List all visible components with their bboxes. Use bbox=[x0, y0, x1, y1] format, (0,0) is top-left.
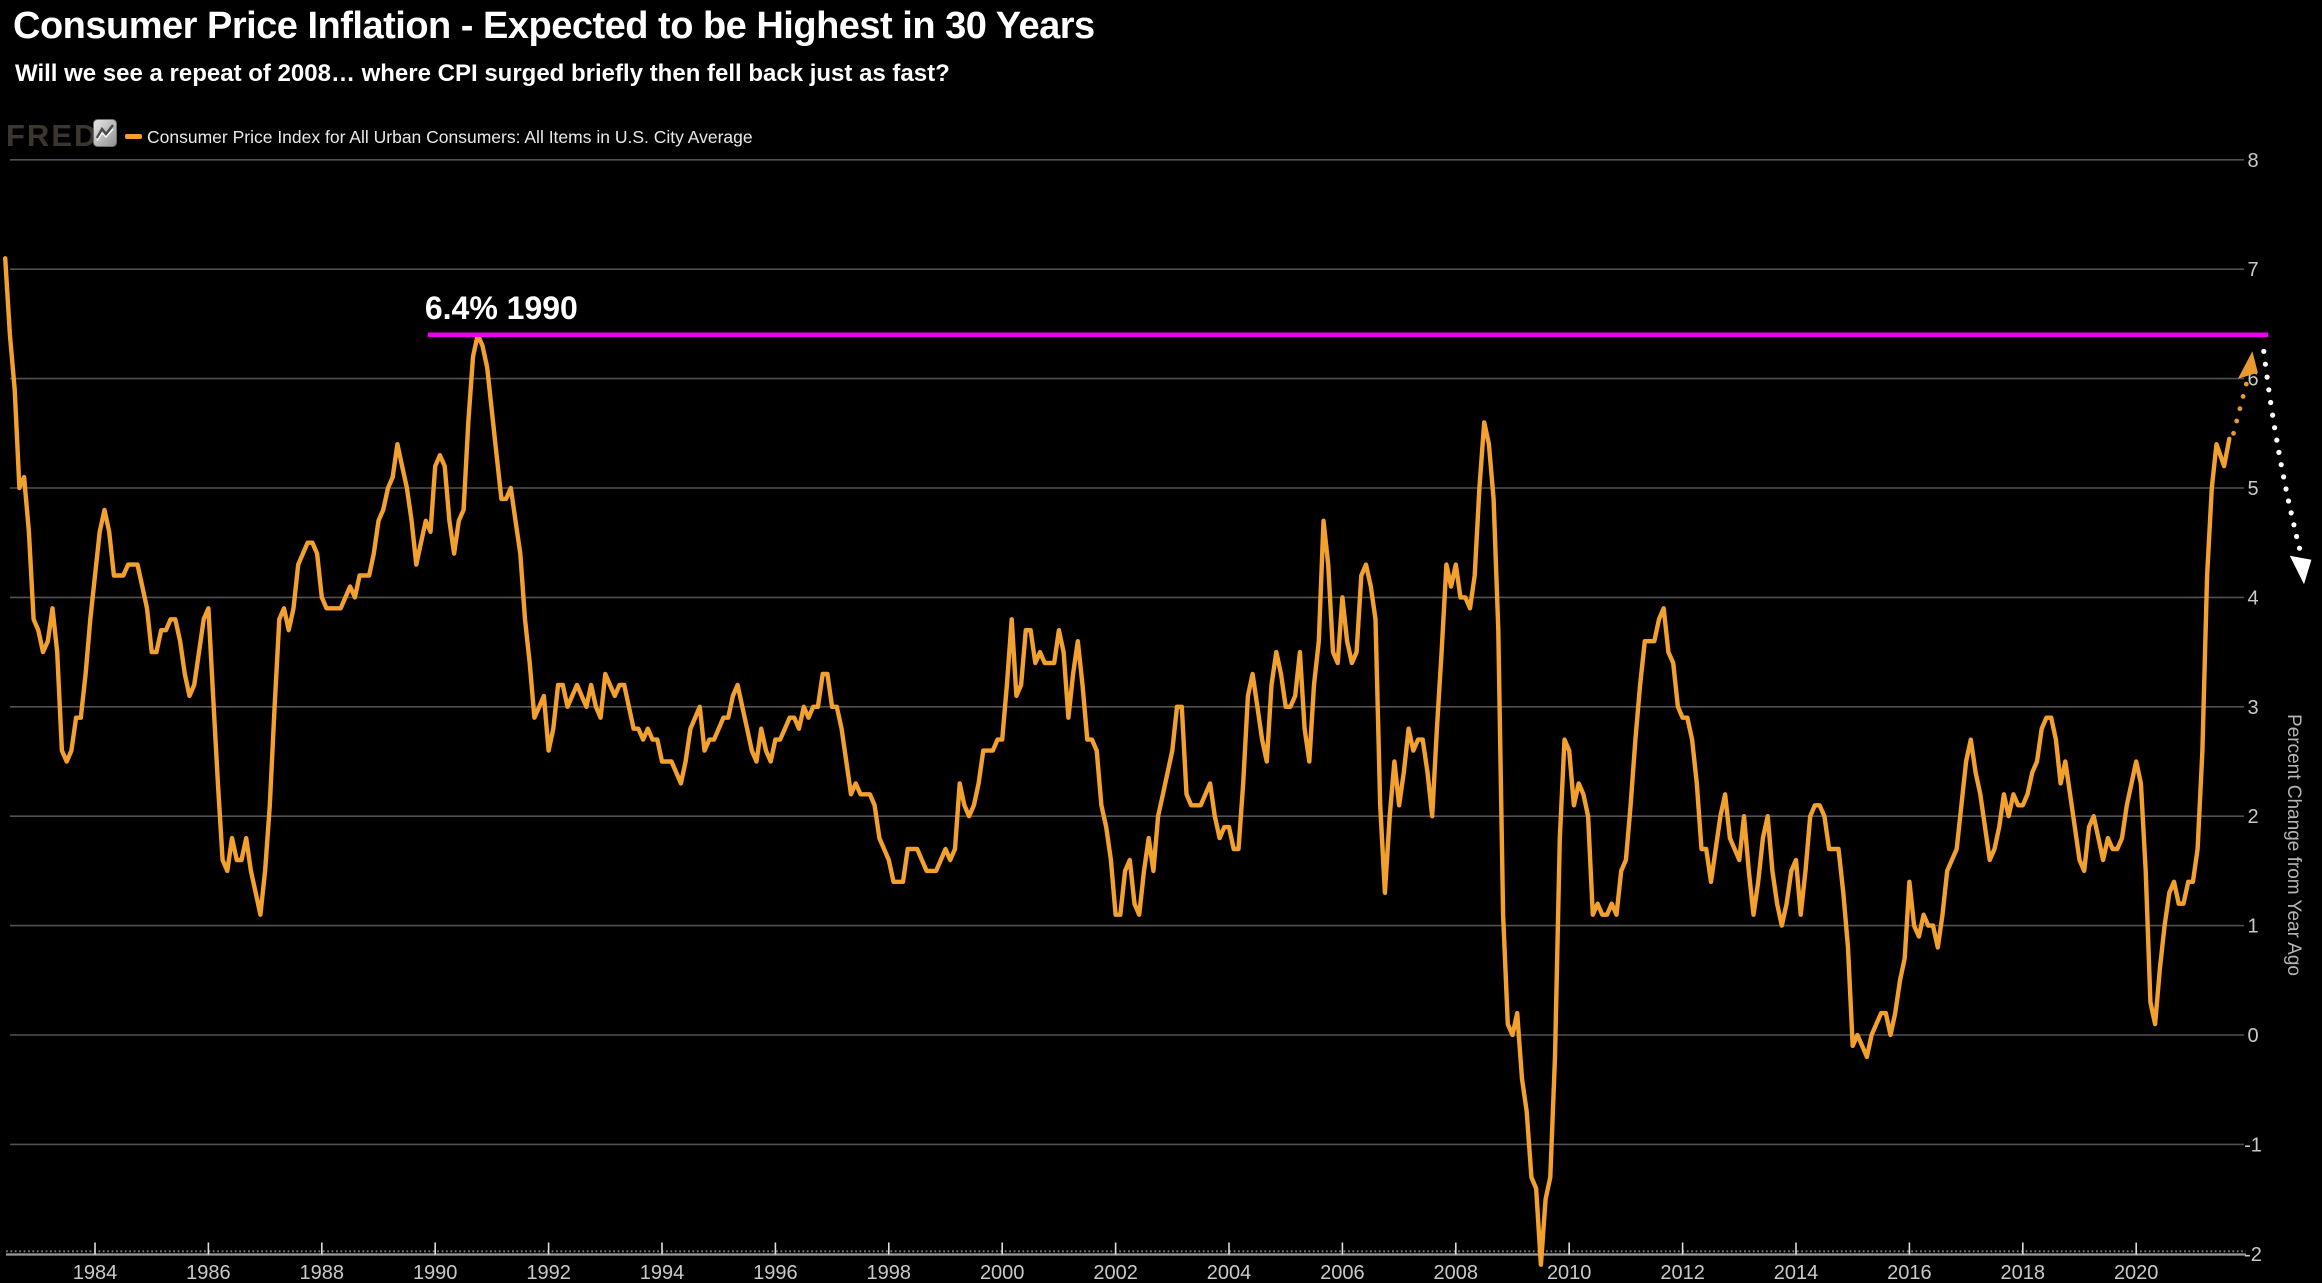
x-axis-labels: 1984 1986 1988 1990 1992 1994 1996 1998 2000 2002… bbox=[73, 1262, 2159, 1283]
x-tick-label: 2008 bbox=[1434, 1262, 1479, 1283]
y-tick-label: 8 bbox=[2247, 150, 2258, 172]
white-arrow-dot bbox=[2266, 387, 2272, 393]
cpi-line-path[interactable] bbox=[3, 256, 2232, 1267]
white-arrow-dot bbox=[2262, 361, 2268, 367]
gridlines bbox=[10, 159, 2244, 1146]
x-tick-label: 1988 bbox=[300, 1262, 345, 1283]
page-title: Consumer Price Inflation - Expected to b… bbox=[13, 5, 1095, 47]
white-arrow-dot bbox=[2291, 522, 2297, 528]
x-tick-label: 1998 bbox=[867, 1262, 912, 1283]
y-tick-label: 3 bbox=[2247, 697, 2258, 719]
y-axis-labels: 8 7 6 5 4 3 2 1 0 -1 -2 bbox=[2244, 150, 2262, 1266]
legend-series-marker bbox=[125, 134, 142, 139]
y-tick-label: 6 bbox=[2247, 369, 2258, 391]
cpi-line-series[interactable] bbox=[3, 256, 2232, 1267]
orange-projection-dot bbox=[2243, 381, 2249, 387]
x-tick-label: 2006 bbox=[1320, 1262, 1365, 1283]
fred-logo: FRED bbox=[6, 118, 99, 153]
x-tick-label: 1990 bbox=[413, 1262, 458, 1283]
orange-projection-dot bbox=[2231, 430, 2236, 436]
brand-legend-row: FRED Consumer Price Index for All Urban … bbox=[0, 116, 2322, 154]
white-arrow-dot bbox=[2272, 425, 2278, 431]
y-tick-label: -1 bbox=[2244, 1134, 2262, 1156]
y-tick-label: 1 bbox=[2247, 916, 2258, 938]
x-tick-label: 2010 bbox=[1547, 1262, 1592, 1283]
y-tick-label: -2 bbox=[2244, 1244, 2262, 1266]
x-axis bbox=[6, 1242, 2246, 1256]
x-tick-label: 2020 bbox=[2114, 1262, 2159, 1283]
white-arrow-arrowhead bbox=[2289, 555, 2312, 585]
white-arrow-dot bbox=[2283, 486, 2289, 492]
x-tick-label: 1986 bbox=[186, 1262, 231, 1283]
white-arrow-dot bbox=[2285, 498, 2292, 504]
x-tick-label: 2012 bbox=[1660, 1262, 1705, 1283]
legend-series-label: Consumer Price Index for All Urban Consu… bbox=[147, 127, 753, 147]
y-axis-title: Percent Change from Year Ago bbox=[2283, 714, 2304, 976]
x-tick-label: 1992 bbox=[526, 1262, 571, 1283]
white-arrow-dot bbox=[2274, 437, 2280, 443]
x-tick-label: 1996 bbox=[753, 1262, 798, 1283]
y-tick-label: 7 bbox=[2247, 259, 2258, 281]
orange-projection-dot bbox=[2240, 394, 2246, 399]
x-tick-label: 2004 bbox=[1207, 1262, 1252, 1283]
y-axis-title-text: Percent Change from Year Ago bbox=[2283, 714, 2304, 976]
white-arrow-dot bbox=[2281, 474, 2287, 480]
white-arrow-dot bbox=[2278, 462, 2284, 468]
y-tick-label: 2 bbox=[2247, 806, 2258, 828]
white-arrow-dot bbox=[2288, 510, 2294, 516]
white-arrow-dot bbox=[2294, 533, 2300, 540]
y-tick-label: 4 bbox=[2247, 587, 2258, 609]
orange-projection-arrowhead bbox=[2237, 351, 2258, 379]
orange-projection-dot bbox=[2237, 406, 2243, 412]
white-arrow-dot bbox=[2296, 545, 2303, 551]
white-arrow-dot bbox=[2264, 374, 2270, 380]
y-tick-label: 0 bbox=[2247, 1025, 2258, 1047]
x-tick-label: 1994 bbox=[640, 1262, 685, 1283]
white-arrow-dot bbox=[2261, 348, 2267, 354]
annotations: 6.4% 1990 bbox=[425, 290, 2312, 585]
orange-projection-dot bbox=[2234, 418, 2240, 424]
y-tick-label: 5 bbox=[2247, 478, 2258, 500]
white-arrow-dot bbox=[2276, 449, 2282, 455]
x-tick-label: 2014 bbox=[1774, 1262, 1819, 1283]
x-tick-label: 2000 bbox=[980, 1262, 1025, 1283]
page-subtitle: Will we see a repeat of 2008… where CPI … bbox=[15, 60, 950, 87]
x-tick-label: 2018 bbox=[2001, 1262, 2046, 1283]
threshold-label: 6.4% 1990 bbox=[425, 290, 578, 326]
x-tick-label: 1984 bbox=[73, 1262, 118, 1283]
fred-line-chart-icon bbox=[93, 119, 117, 147]
white-arrow-dot bbox=[2270, 412, 2276, 418]
x-tick-label: 2016 bbox=[1887, 1262, 1932, 1283]
x-tick-label: 2002 bbox=[1093, 1262, 1138, 1283]
white-arrow-dot bbox=[2268, 399, 2274, 406]
